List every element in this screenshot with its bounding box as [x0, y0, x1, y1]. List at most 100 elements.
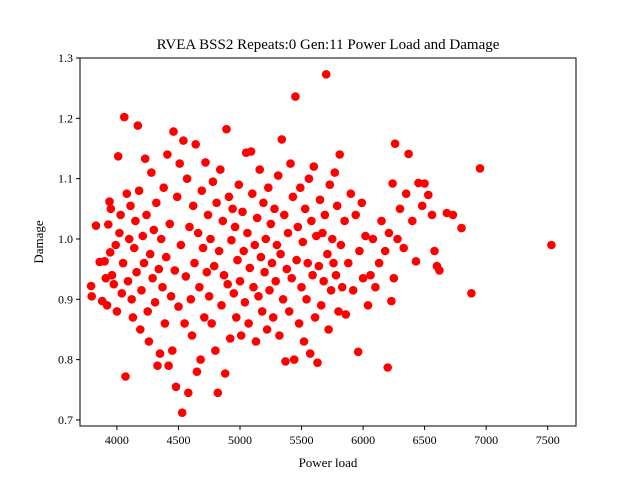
data-point — [149, 225, 159, 235]
data-point — [334, 307, 343, 316]
data-point — [260, 267, 269, 277]
data-point — [155, 349, 165, 358]
data-point — [280, 210, 289, 220]
data-point — [228, 204, 237, 214]
data-point — [177, 408, 187, 418]
data-point — [374, 258, 384, 268]
data-point — [168, 346, 177, 355]
data-point — [257, 307, 267, 316]
data-point — [201, 158, 210, 167]
data-point — [213, 388, 223, 398]
data-point — [265, 286, 274, 295]
y-tick-label: 0.8 — [58, 353, 73, 367]
data-point — [248, 189, 257, 198]
data-point — [276, 249, 285, 259]
data-point — [294, 319, 304, 328]
data-point — [330, 168, 340, 177]
data-point — [475, 164, 485, 173]
data-point — [332, 201, 342, 211]
data-point — [120, 112, 129, 122]
data-point — [239, 246, 248, 256]
data-point — [264, 183, 273, 192]
data-point — [121, 372, 130, 381]
data-point — [113, 152, 123, 161]
data-point — [115, 228, 124, 238]
data-point — [166, 292, 176, 301]
data-point — [249, 282, 258, 292]
data-point — [118, 258, 128, 268]
data-point — [236, 331, 246, 340]
data-point — [106, 204, 116, 214]
data-point — [268, 313, 278, 322]
data-point — [262, 325, 272, 334]
data-point — [316, 301, 326, 310]
data-point — [298, 237, 308, 247]
data-point — [187, 331, 197, 340]
data-point — [336, 240, 346, 250]
data-point — [275, 331, 284, 340]
y-tick-label: 0.7 — [58, 413, 73, 427]
data-point — [389, 273, 399, 283]
data-point — [267, 258, 277, 268]
data-point — [315, 195, 325, 205]
data-point — [278, 295, 288, 304]
chart-title: RVEA BSS2 Repeats:0 Gen:11 Power Load an… — [157, 37, 500, 53]
data-point — [160, 319, 170, 328]
data-point — [404, 149, 413, 159]
data-point — [179, 136, 188, 145]
data-point — [191, 140, 200, 149]
data-point — [299, 337, 309, 346]
data-point — [328, 234, 337, 244]
data-point — [288, 192, 298, 202]
data-point — [170, 266, 180, 275]
data-point — [287, 273, 297, 283]
data-point — [254, 292, 263, 301]
x-tick-label: 6500 — [413, 433, 437, 447]
data-point — [272, 240, 282, 250]
y-tick-label: 1.1 — [58, 172, 73, 186]
data-point — [91, 221, 101, 230]
data-point — [104, 220, 113, 229]
data-point — [417, 201, 427, 211]
data-point — [127, 295, 136, 304]
data-point — [123, 276, 133, 286]
data-point — [188, 201, 198, 211]
data-point — [266, 219, 276, 229]
data-point — [256, 252, 266, 262]
data-point — [289, 355, 299, 364]
data-point — [307, 216, 316, 226]
x-tick-label: 4000 — [105, 433, 129, 447]
data-point — [112, 307, 122, 316]
data-point — [134, 186, 144, 195]
data-point — [467, 289, 476, 298]
data-point — [353, 347, 363, 357]
data-point — [214, 246, 224, 256]
data-point — [261, 234, 271, 244]
data-point — [284, 307, 294, 316]
data-point — [153, 361, 162, 371]
data-point — [133, 121, 143, 130]
data-point — [220, 369, 230, 378]
data-point — [227, 235, 236, 245]
data-point — [161, 252, 171, 262]
data-point — [132, 267, 141, 277]
data-point — [137, 286, 146, 295]
data-point — [216, 165, 225, 174]
data-point — [154, 264, 164, 274]
data-point — [346, 189, 356, 198]
data-point — [139, 258, 149, 268]
data-point — [145, 249, 155, 259]
y-tick-label: 1.3 — [58, 51, 73, 65]
data-point — [174, 302, 183, 311]
data-point — [255, 165, 264, 174]
data-point — [225, 334, 235, 343]
data-point — [211, 346, 220, 355]
data-point — [229, 289, 239, 298]
data-point — [169, 127, 178, 136]
data-point — [358, 273, 368, 283]
data-point — [217, 301, 226, 310]
x-axis: 4000 4500 5000 5500 6000 6500 7000 7500 — [105, 426, 560, 447]
x-tick-label: 5000 — [228, 433, 252, 447]
